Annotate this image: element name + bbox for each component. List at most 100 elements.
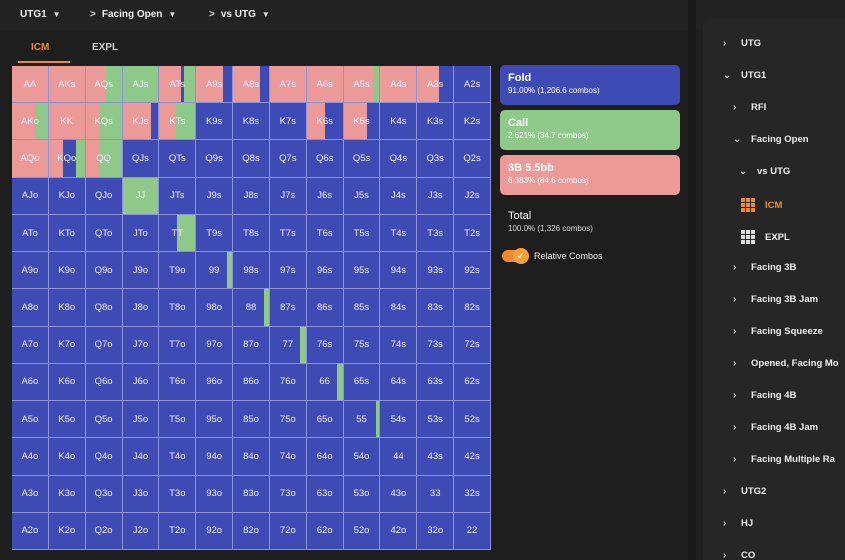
tree-item[interactable]: ⌄ vs UTG: [739, 166, 790, 177]
hand-cell[interactable]: K8s: [233, 103, 270, 141]
hand-cell[interactable]: Q5s: [343, 140, 381, 178]
hand-cell[interactable]: 96o: [196, 363, 234, 402]
hand-cell[interactable]: T8o: [159, 289, 197, 327]
hand-cell[interactable]: J3o: [122, 475, 160, 513]
hand-cell[interactable]: QJs: [122, 140, 160, 178]
hand-cell[interactable]: J9o: [122, 252, 160, 290]
hand-cell[interactable]: 95o: [196, 401, 234, 439]
hand-cell[interactable]: ATo: [12, 214, 49, 253]
hand-cell[interactable]: QTs: [159, 140, 197, 178]
tree-item[interactable]: › UTG: [723, 38, 761, 49]
hand-cell[interactable]: Q2o: [85, 512, 123, 550]
hand-cell[interactable]: Q2s: [454, 140, 491, 178]
hand-cell[interactable]: A2o: [12, 512, 49, 550]
hand-cell[interactable]: 65o: [306, 401, 344, 439]
hand-cell[interactable]: K7s: [269, 103, 307, 141]
hand-cell[interactable]: 72o: [269, 512, 307, 550]
tab-icm[interactable]: ICM: [31, 42, 50, 53]
hand-cell[interactable]: AQs: [85, 66, 123, 104]
hand-cell[interactable]: 55: [343, 401, 381, 439]
hand-cell[interactable]: 84o: [233, 438, 270, 476]
hand-cell[interactable]: 86o: [233, 363, 270, 402]
hand-cell[interactable]: A4s: [380, 66, 418, 104]
raise-action-card[interactable]: 3B 5.5bb 6.383% (84.6 combos): [500, 155, 680, 195]
hand-cell[interactable]: 97o: [196, 326, 234, 364]
tree-item[interactable]: ⌄ Facing Open: [733, 134, 809, 145]
hand-cell[interactable]: AKs: [48, 66, 86, 104]
hand-cell[interactable]: 66: [306, 363, 344, 402]
hand-cell[interactable]: K2s: [454, 103, 491, 141]
hand-cell[interactable]: K2o: [48, 512, 86, 550]
hand-cell[interactable]: 74o: [269, 438, 307, 476]
hand-cell[interactable]: A6o: [12, 363, 49, 402]
hand-cell[interactable]: T6s: [306, 214, 344, 253]
panel-divider[interactable]: [688, 0, 696, 560]
hand-cell[interactable]: Q3o: [85, 475, 123, 513]
hand-cell[interactable]: KTo: [48, 214, 86, 253]
hand-cell[interactable]: 52s: [454, 401, 491, 439]
hand-cell[interactable]: T9s: [196, 214, 234, 253]
hand-cell[interactable]: 63o: [306, 475, 344, 513]
hand-cell[interactable]: KQo: [48, 140, 86, 178]
hand-cell[interactable]: Q5o: [85, 401, 123, 439]
hand-cell[interactable]: A6s: [306, 66, 344, 104]
hand-cell[interactable]: A9o: [12, 252, 49, 290]
hand-cell[interactable]: Q6o: [85, 363, 123, 402]
hand-cell[interactable]: AA: [12, 66, 49, 104]
hand-cell[interactable]: T5s: [343, 214, 381, 253]
hand-cell[interactable]: 33: [417, 475, 455, 513]
hand-cell[interactable]: T3o: [159, 475, 197, 513]
hand-cell[interactable]: JJ: [122, 177, 160, 215]
hand-cell[interactable]: Q7o: [85, 326, 123, 364]
hand-cell[interactable]: 32o: [417, 512, 455, 550]
hand-cell[interactable]: QJo: [85, 177, 123, 215]
hand-cell[interactable]: 98o: [196, 289, 234, 327]
hand-cell[interactable]: 44: [380, 438, 418, 476]
hand-cell[interactable]: 32s: [454, 475, 491, 513]
hand-cell[interactable]: T2s: [454, 214, 491, 253]
hand-cell[interactable]: J4s: [380, 177, 418, 215]
tree-item[interactable]: › Facing 4B: [733, 390, 796, 401]
hand-cell[interactable]: 54s: [380, 401, 418, 439]
hand-cell[interactable]: J5o: [122, 401, 160, 439]
breadcrumb-vs-utg[interactable]: > vs UTG ▼: [209, 9, 270, 20]
hand-cell[interactable]: 97s: [269, 252, 307, 290]
hand-cell[interactable]: 42s: [454, 438, 491, 476]
hand-cell[interactable]: K6o: [48, 363, 86, 402]
hand-cell[interactable]: J4o: [122, 438, 160, 476]
hand-cell[interactable]: AKo: [12, 103, 49, 141]
hand-cell[interactable]: Q7s: [269, 140, 307, 178]
hand-cell[interactable]: 86s: [306, 289, 344, 327]
hand-cell[interactable]: KTs: [159, 103, 197, 141]
hand-cell[interactable]: 52o: [343, 512, 381, 550]
hand-cell[interactable]: Q8o: [85, 289, 123, 327]
hand-cell[interactable]: 87s: [269, 289, 307, 327]
tree-item[interactable]: › UTG2: [723, 486, 766, 497]
tree-item[interactable]: › Facing Squeeze: [733, 326, 823, 337]
hand-cell[interactable]: 85s: [343, 289, 381, 327]
hand-cell[interactable]: 85o: [233, 401, 270, 439]
hand-cell[interactable]: T9o: [159, 252, 197, 290]
hand-cell[interactable]: QTo: [85, 214, 123, 253]
tree-item[interactable]: › CO: [723, 550, 755, 560]
hand-cell[interactable]: T4s: [380, 214, 418, 253]
hand-cell[interactable]: A7o: [12, 326, 49, 364]
hand-cell[interactable]: QQ: [85, 140, 123, 178]
hand-cell[interactable]: 88: [233, 289, 270, 327]
hand-cell[interactable]: 62s: [454, 363, 491, 402]
hand-cell[interactable]: 64o: [306, 438, 344, 476]
hand-cell[interactable]: Q9o: [85, 252, 123, 290]
hand-cell[interactable]: T5o: [159, 401, 197, 439]
hand-cell[interactable]: 87o: [233, 326, 270, 364]
hand-cell[interactable]: K9s: [196, 103, 234, 141]
tree-item[interactable]: › Opened, Facing Mo: [733, 358, 839, 369]
hand-cell[interactable]: Q8s: [233, 140, 270, 178]
hand-cell[interactable]: 64s: [380, 363, 418, 402]
hand-cell[interactable]: A8s: [233, 66, 270, 104]
hand-cell[interactable]: A9s: [196, 66, 234, 104]
hand-cell[interactable]: JTs: [159, 177, 197, 215]
tree-item[interactable]: › Facing 3B Jam: [733, 294, 818, 305]
hand-cell[interactable]: 65s: [343, 363, 381, 402]
hand-cell[interactable]: 92o: [196, 512, 234, 550]
fold-action-card[interactable]: Fold 91.00% (1,206.6 combos): [500, 65, 680, 105]
